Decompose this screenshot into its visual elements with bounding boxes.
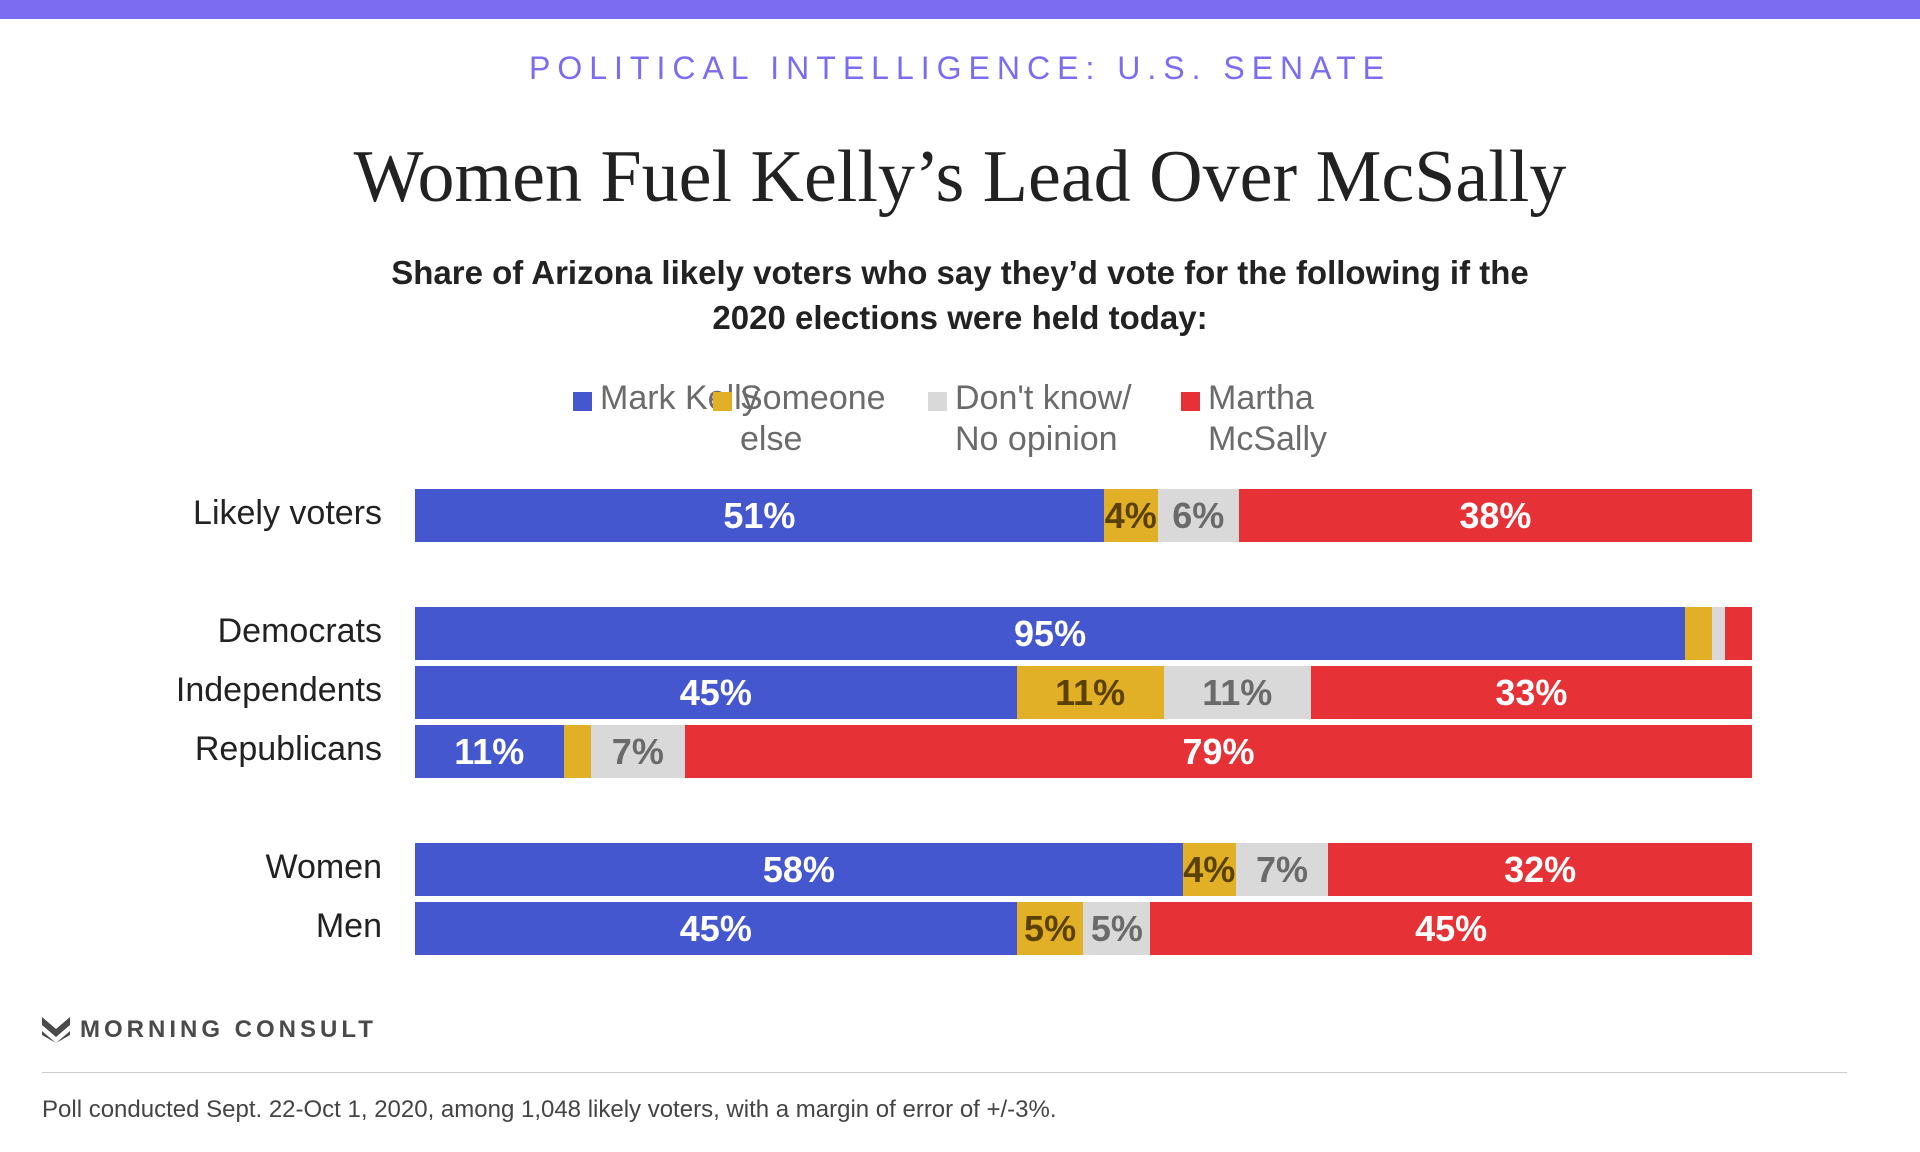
bar-segment-mcsally: 79% xyxy=(685,725,1752,778)
data-label: 38% xyxy=(1459,494,1532,536)
legend-label-dont-know: Don't know/ No opinion xyxy=(955,379,1132,458)
data-label: 5% xyxy=(1024,907,1077,949)
top-accent-bar xyxy=(0,0,1920,19)
bar-segment-someone-else xyxy=(563,725,591,778)
bar-row: 95% xyxy=(415,607,1752,660)
bar-segment-mcsally: 33% xyxy=(1310,666,1752,719)
legend-swatch-someone-else xyxy=(713,392,732,411)
bar-segment-someone-else: 5% xyxy=(1016,902,1084,955)
bar-segment-mcsally: 45% xyxy=(1150,902,1752,955)
data-label: 6% xyxy=(1172,494,1225,536)
legend-item-someone-else: Someone else xyxy=(713,378,925,460)
legend-label-kelly: Mark Kelly xyxy=(600,379,759,417)
legend-item-kelly: Mark Kelly xyxy=(573,378,785,419)
bar-segment-someone-else: 11% xyxy=(1016,666,1164,719)
data-label: 33% xyxy=(1495,671,1568,713)
data-label: 4% xyxy=(1104,494,1157,536)
bar-segment-dont-know: 11% xyxy=(1163,666,1311,719)
category-label: Democrats xyxy=(217,612,382,650)
data-label: 45% xyxy=(679,671,752,713)
data-label: 7% xyxy=(611,730,664,772)
bar-segment-dont-know: 7% xyxy=(590,725,686,778)
bar-segment-kelly: 51% xyxy=(415,489,1104,542)
bar-segment-kelly: 11% xyxy=(415,725,564,778)
bar-segment-dont-know: 5% xyxy=(1083,902,1151,955)
chart-title: Women Fuel Kelly’s Lead Over McSally xyxy=(353,136,1567,218)
data-label: 11% xyxy=(1202,671,1273,713)
legend-item-mcsally: Martha McSally xyxy=(1181,378,1393,460)
data-label: 11% xyxy=(454,730,525,772)
data-label: 11% xyxy=(1055,671,1126,713)
bar-row: 45% 11% 11% 33% xyxy=(415,666,1752,719)
bar-segment-kelly: 45% xyxy=(415,902,1017,955)
bar-segment-dont-know: 6% xyxy=(1157,489,1239,542)
bar-segment-dont-know: 7% xyxy=(1235,843,1329,896)
legend-item-dont-know: Don't know/ No opinion xyxy=(928,378,1140,460)
footer-divider xyxy=(42,1072,1847,1073)
category-label: Women xyxy=(265,848,382,886)
data-label: 45% xyxy=(679,907,752,949)
bar-segment-kelly: 58% xyxy=(415,843,1183,896)
bar-segment-kelly: 45% xyxy=(415,666,1017,719)
bar-segment-someone-else: 4% xyxy=(1103,489,1158,542)
bar-segment-someone-else xyxy=(1685,607,1712,660)
data-label: 51% xyxy=(723,494,796,536)
data-label: 95% xyxy=(1014,612,1087,654)
data-label: 32% xyxy=(1504,848,1577,890)
legend-swatch-dont-know xyxy=(928,392,947,411)
logo-text: MORNING CONSULT xyxy=(80,1016,377,1043)
bar-segment-dont-know xyxy=(1711,607,1726,660)
legend-label-mcsally: Martha McSally xyxy=(1208,379,1328,458)
bar-row: 45% 5% 5% 45% xyxy=(415,902,1752,955)
bar-segment-mcsally: 38% xyxy=(1238,489,1752,542)
legend-label-someone-else: Someone else xyxy=(740,379,886,458)
category-label: Independents xyxy=(175,671,382,709)
brand-logo: MORNING CONSULT xyxy=(42,1016,377,1044)
bar-segment-someone-else: 4% xyxy=(1182,843,1236,896)
footnote: Poll conducted Sept. 22-Oct 1, 2020, amo… xyxy=(42,1096,1057,1123)
category-label: Likely voters xyxy=(193,494,382,532)
data-label: 7% xyxy=(1256,848,1309,890)
category-label: Men xyxy=(315,907,382,945)
category-label: Republicans xyxy=(194,730,382,768)
bar-segment-kelly: 95% xyxy=(415,607,1686,660)
data-label: 79% xyxy=(1182,730,1255,772)
legend-swatch-mcsally xyxy=(1181,392,1200,411)
bar-row: 51% 4% 6% 38% xyxy=(415,489,1752,542)
data-label: 45% xyxy=(1415,907,1488,949)
bar-row: 58% 4% 7% 32% xyxy=(415,843,1752,896)
data-label: 5% xyxy=(1090,907,1143,949)
bar-segment-mcsally: 32% xyxy=(1328,843,1752,896)
kicker: POLITICAL INTELLIGENCE: U.S. SENATE xyxy=(528,50,1392,86)
chart-subtitle: Share of Arizona likely voters who say t… xyxy=(391,254,1529,336)
data-label: 58% xyxy=(762,848,835,890)
bar-segment-mcsally xyxy=(1725,607,1752,660)
data-label: 4% xyxy=(1183,848,1236,890)
bar-row: 11% 7% 79% xyxy=(415,725,1752,778)
legend-swatch-kelly xyxy=(573,392,592,411)
chart-legend: Mark Kelly Someone else Don't know/ No opi… xyxy=(0,378,1920,478)
morning-consult-logo-icon xyxy=(42,1017,70,1043)
